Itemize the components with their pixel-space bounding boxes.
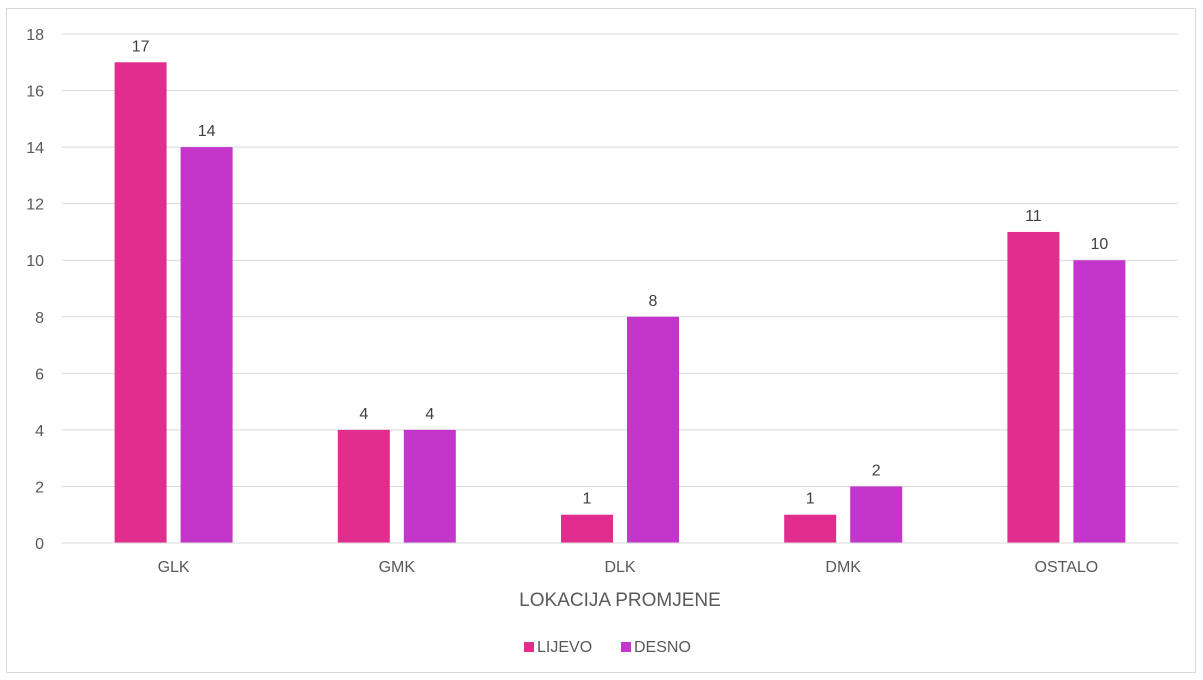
legend-swatch (621, 642, 631, 652)
data-label: 4 (359, 406, 368, 423)
y-tick-label: 14 (26, 140, 44, 157)
y-tick-label: 18 (26, 27, 44, 44)
data-label: 8 (649, 293, 658, 310)
y-tick-label: 6 (35, 366, 44, 383)
y-tick-label: 8 (35, 310, 44, 327)
x-tick-label: GMK (379, 559, 416, 576)
bar-lijevo-glk (114, 62, 167, 544)
bar-desno-gmk (403, 429, 456, 543)
legend-swatch (524, 642, 534, 652)
legend-label: LIJEVO (537, 639, 592, 656)
data-label: 10 (1091, 236, 1109, 253)
data-label: 17 (132, 38, 150, 55)
y-tick-label: 2 (35, 479, 44, 496)
y-tick-label: 4 (35, 423, 44, 440)
data-label: 11 (1025, 208, 1042, 225)
bars (114, 62, 1126, 544)
x-axis-title: LOKACIJA PROMJENE (519, 590, 721, 611)
data-label: 14 (198, 123, 216, 140)
data-label: 2 (872, 462, 881, 479)
data-label: 1 (583, 491, 592, 508)
x-axis-ticks: GLK GMK DLK DMK OSTALO (158, 559, 1099, 576)
bar-lijevo-ostalo (1007, 231, 1060, 543)
y-tick-label: 16 (26, 84, 44, 101)
bar-desno-ostalo (1073, 260, 1126, 543)
gridlines (62, 33, 1178, 487)
bar-lijevo-gmk (337, 429, 390, 543)
y-tick-label: 0 (35, 536, 44, 553)
y-tick-label: 12 (26, 197, 44, 214)
legend: LIJEVO DESNO (524, 639, 691, 656)
data-label: 1 (806, 491, 815, 508)
bar-lijevo-dmk (784, 514, 837, 543)
bar-lijevo-dlk (561, 514, 613, 543)
x-tick-label: DMK (825, 559, 861, 576)
y-axis-ticks: 0 2 4 6 8 10 12 14 16 18 (26, 27, 44, 553)
x-tick-label: DLK (604, 559, 635, 576)
legend-label: DESNO (634, 639, 691, 656)
data-label: 4 (425, 406, 434, 423)
x-tick-label: GLK (158, 559, 190, 576)
x-tick-label: OSTALO (1035, 559, 1099, 576)
bar-desno-glk (180, 147, 233, 543)
bar-desno-dmk (850, 486, 903, 543)
y-tick-label: 10 (26, 253, 44, 270)
bar-desno-dlk (627, 316, 679, 543)
